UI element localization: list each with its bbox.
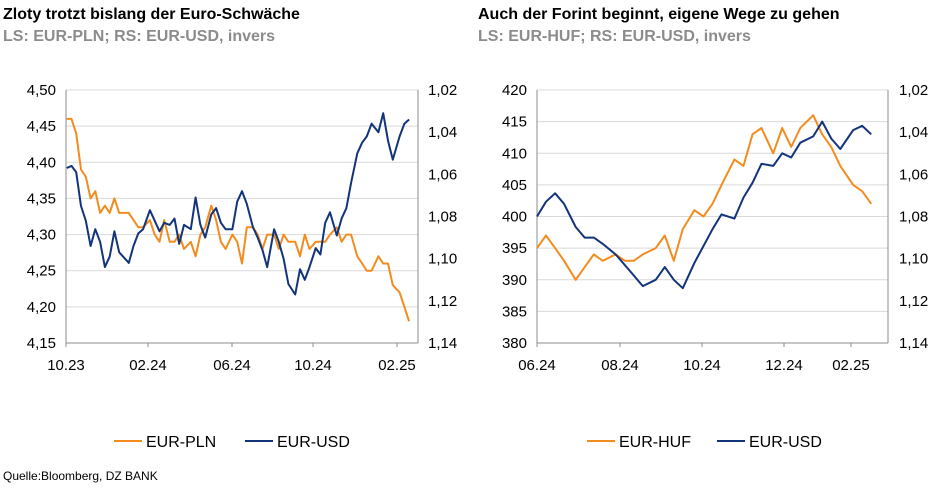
chart-2-left-tick-label: 405 xyxy=(502,177,527,194)
chart-1-series-eur-pln xyxy=(66,117,411,322)
chart-1-left-tick-label: 4,50 xyxy=(27,82,56,99)
chart-1-left-tick-label: 4,15 xyxy=(27,335,56,352)
chart-2-x-tick-label: 06.24 xyxy=(518,357,556,374)
chart-1-left-tick-label: 4,40 xyxy=(27,154,56,171)
chart-2-x-tick-label: 10.24 xyxy=(683,357,721,374)
chart-2-left-tick-label: 420 xyxy=(502,82,527,99)
chart-2-right-tick-label: 1,12 xyxy=(899,293,928,310)
chart-1-right-tick-label: 1,10 xyxy=(428,251,457,268)
chart-2-legend-label: EUR-USD xyxy=(749,434,822,451)
chart-2-right-tick-label: 1,10 xyxy=(899,251,928,268)
chart-1-series-eur-usd xyxy=(66,112,410,296)
chart-1-right-tick-label: 1,14 xyxy=(428,335,457,352)
chart-2-right-tick-label: 1,08 xyxy=(899,209,928,226)
chart-2-subtitle: LS: EUR-HUF; RS: EUR-USD, invers xyxy=(478,28,751,45)
chart-1-x-tick-label: 02.25 xyxy=(378,357,416,374)
chart-2-x-tick-label: 08.24 xyxy=(601,357,639,374)
chart-2-x-tick-label: 02.25 xyxy=(832,357,870,374)
chart-1-right-tick-label: 1,06 xyxy=(428,166,457,183)
source-note: Quelle:Bloomberg, DZ BANK xyxy=(3,469,158,483)
chart-2-left-tick-label: 410 xyxy=(502,145,527,162)
chart-1-left-tick-label: 4,45 xyxy=(27,118,56,135)
chart-2-right-tick-label: 1,14 xyxy=(899,335,928,352)
chart-2-left-tick-label: 385 xyxy=(502,303,527,320)
chart-2-right-tick-label: 1,06 xyxy=(899,166,928,183)
chart-1-left-tick-label: 4,30 xyxy=(27,227,56,244)
chart-2-right-tick-label: 1,04 xyxy=(899,124,928,141)
chart-1-x-tick-label: 10.23 xyxy=(47,357,85,374)
chart-2-series-eur-usd xyxy=(536,120,872,290)
chart-2-left-tick-label: 395 xyxy=(502,240,527,257)
chart-2-x-tick-label: 12.24 xyxy=(765,357,803,374)
chart-1-right-tick-label: 1,12 xyxy=(428,293,457,310)
chart-2-legend-label: EUR-HUF xyxy=(619,434,691,451)
chart-1-right-tick-label: 1,02 xyxy=(428,82,457,99)
chart-2-left-tick-label: 415 xyxy=(502,114,527,131)
chart-2-left-tick-label: 400 xyxy=(502,209,527,226)
chart-1-right-tick-label: 1,08 xyxy=(428,209,457,226)
chart-1-left-tick-label: 4,35 xyxy=(27,190,56,207)
chart-1-subtitle: LS: EUR-PLN; RS: EUR-USD, invers xyxy=(3,28,276,45)
chart-1-left-tick-label: 4,20 xyxy=(27,299,56,316)
chart-1-title: Zloty trotzt bislang der Euro-Schwäche xyxy=(3,6,300,23)
chart-1-x-tick-label: 02.24 xyxy=(129,357,167,374)
chart-1-x-tick-label: 06.24 xyxy=(213,357,251,374)
chart-2-series-eur-huf xyxy=(536,114,873,281)
chart-2-left-tick-label: 380 xyxy=(502,335,527,352)
chart-1-left-tick-label: 4,25 xyxy=(27,263,56,280)
chart-1-legend-label: EUR-PLN xyxy=(146,434,216,451)
chart-1-right-tick-label: 1,04 xyxy=(428,124,457,141)
chart-1-x-tick-label: 10.24 xyxy=(294,357,332,374)
chart-2-right-tick-label: 1,02 xyxy=(899,82,928,99)
chart-2-title: Auch der Forint beginnt, eigene Wege zu … xyxy=(478,6,840,23)
chart-2-left-tick-label: 390 xyxy=(502,272,527,289)
chart-1-legend-label: EUR-USD xyxy=(277,434,350,451)
